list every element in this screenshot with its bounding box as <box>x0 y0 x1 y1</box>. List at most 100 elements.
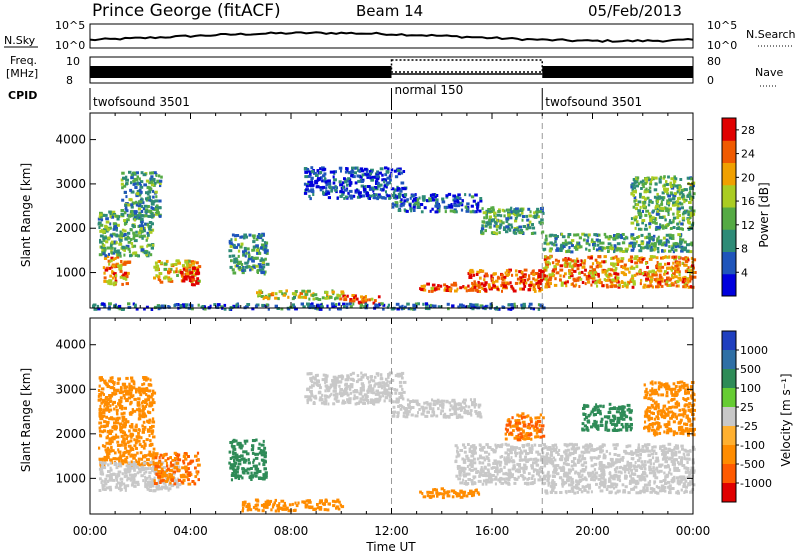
heatmap-cell <box>117 470 122 474</box>
heatmap-cell <box>373 196 377 200</box>
heatmap-cell <box>435 414 439 418</box>
heatmap-cell <box>112 272 117 276</box>
heatmap-cell <box>690 256 694 260</box>
heatmap-cell <box>118 307 122 311</box>
heatmap-cell <box>648 236 652 240</box>
heatmap-cell <box>142 377 146 381</box>
heatmap-cell <box>108 210 112 214</box>
heatmap-cell <box>349 298 353 301</box>
heatmap-cell <box>655 196 659 200</box>
heatmap-cell <box>518 447 521 450</box>
heatmap-cell <box>194 466 197 470</box>
heatmap-cell <box>406 198 409 202</box>
heatmap-cell <box>140 474 144 478</box>
heatmap-cell <box>140 248 144 252</box>
heatmap-cell <box>654 221 658 225</box>
heatmap-cell <box>190 260 194 264</box>
heatmap-cell <box>273 501 276 505</box>
heatmap-cell <box>559 278 562 282</box>
heatmap-cell <box>242 236 246 240</box>
heatmap-cell <box>596 280 600 284</box>
heatmap-cell <box>555 243 558 247</box>
heatmap-cell <box>598 247 602 251</box>
heatmap-cell <box>120 405 124 408</box>
heatmap-cell <box>97 394 100 398</box>
heatmap-cell <box>582 238 586 242</box>
heatmap-cell <box>123 468 127 472</box>
heatmap-cell <box>506 208 510 212</box>
heatmap-cell <box>252 240 256 244</box>
heatmap-cell <box>407 404 411 408</box>
heatmap-cell <box>671 283 675 287</box>
heatmap-cell <box>140 436 143 440</box>
heatmap-cell <box>659 175 662 179</box>
heatmap-cell <box>598 278 602 282</box>
heatmap-cell <box>362 300 365 304</box>
heatmap-cell <box>264 241 267 245</box>
heatmap-cell <box>656 239 660 243</box>
heatmap-cell <box>668 266 673 270</box>
heatmap-cell <box>145 414 148 418</box>
heatmap-cell <box>190 307 194 311</box>
heatmap-cell <box>100 391 103 395</box>
heatmap-cell <box>116 444 121 447</box>
heatmap-cell <box>632 246 635 250</box>
heatmap-cell <box>99 240 103 244</box>
heatmap-cell <box>657 225 661 229</box>
heatmap-cell <box>516 226 520 230</box>
heatmap-cell <box>357 378 360 382</box>
heatmap-cell <box>343 298 348 302</box>
heatmap-cell <box>590 283 593 287</box>
heatmap-cell <box>591 274 596 278</box>
heatmap-cell <box>593 241 596 244</box>
nsearch-label: N.Search <box>746 28 796 41</box>
heatmap-cell <box>168 483 171 487</box>
heatmap-cell <box>123 229 127 233</box>
heatmap-cell <box>133 468 136 472</box>
heatmap-cell <box>633 196 637 200</box>
heatmap-cell <box>137 207 142 211</box>
heatmap-cell <box>477 405 481 409</box>
heatmap-cell <box>123 486 127 490</box>
heatmap-cell <box>436 401 439 405</box>
heatmap-cell <box>247 257 252 261</box>
heatmap-cell <box>138 182 142 185</box>
heatmap-cell <box>126 450 131 454</box>
heatmap-cell <box>559 244 562 248</box>
heatmap-cell <box>140 217 144 221</box>
nsearch-tick-top: 10^5 <box>707 19 737 32</box>
heatmap-cell <box>530 466 534 470</box>
heatmap-cell <box>616 263 620 266</box>
heatmap-cell <box>148 209 153 213</box>
heatmap-cell <box>103 276 107 280</box>
heatmap-cell <box>606 285 609 289</box>
heatmap-cell <box>146 223 150 227</box>
heatmap-cell <box>187 482 192 486</box>
heatmap-cell <box>394 388 399 392</box>
heatmap-cell <box>385 396 389 400</box>
heatmap-cell <box>657 195 662 199</box>
heatmap-cell <box>379 384 383 388</box>
heatmap-cell <box>323 177 327 181</box>
heatmap-cell <box>453 203 457 207</box>
heatmap-cell <box>450 283 454 287</box>
heatmap-cell <box>328 186 333 190</box>
heatmap-cell <box>320 397 323 401</box>
heatmap-cell <box>256 291 259 295</box>
heatmap-cell <box>120 178 124 182</box>
heatmap-cell <box>498 470 501 474</box>
heatmap-cell <box>371 379 376 383</box>
heatmap-cell <box>366 185 371 188</box>
heatmap-cell <box>232 271 237 275</box>
heatmap-cell <box>127 247 131 251</box>
heatmap-cell <box>545 234 548 238</box>
heatmap-cell <box>135 307 139 311</box>
heatmap-cell <box>129 402 132 406</box>
heatmap-cell <box>321 393 324 397</box>
heatmap-cell <box>135 200 138 204</box>
heatmap-cell <box>245 305 249 309</box>
heatmap-cell <box>132 478 136 482</box>
heatmap-cell <box>669 182 672 186</box>
heatmap-cell <box>182 303 186 307</box>
heatmap-cell <box>119 430 124 434</box>
